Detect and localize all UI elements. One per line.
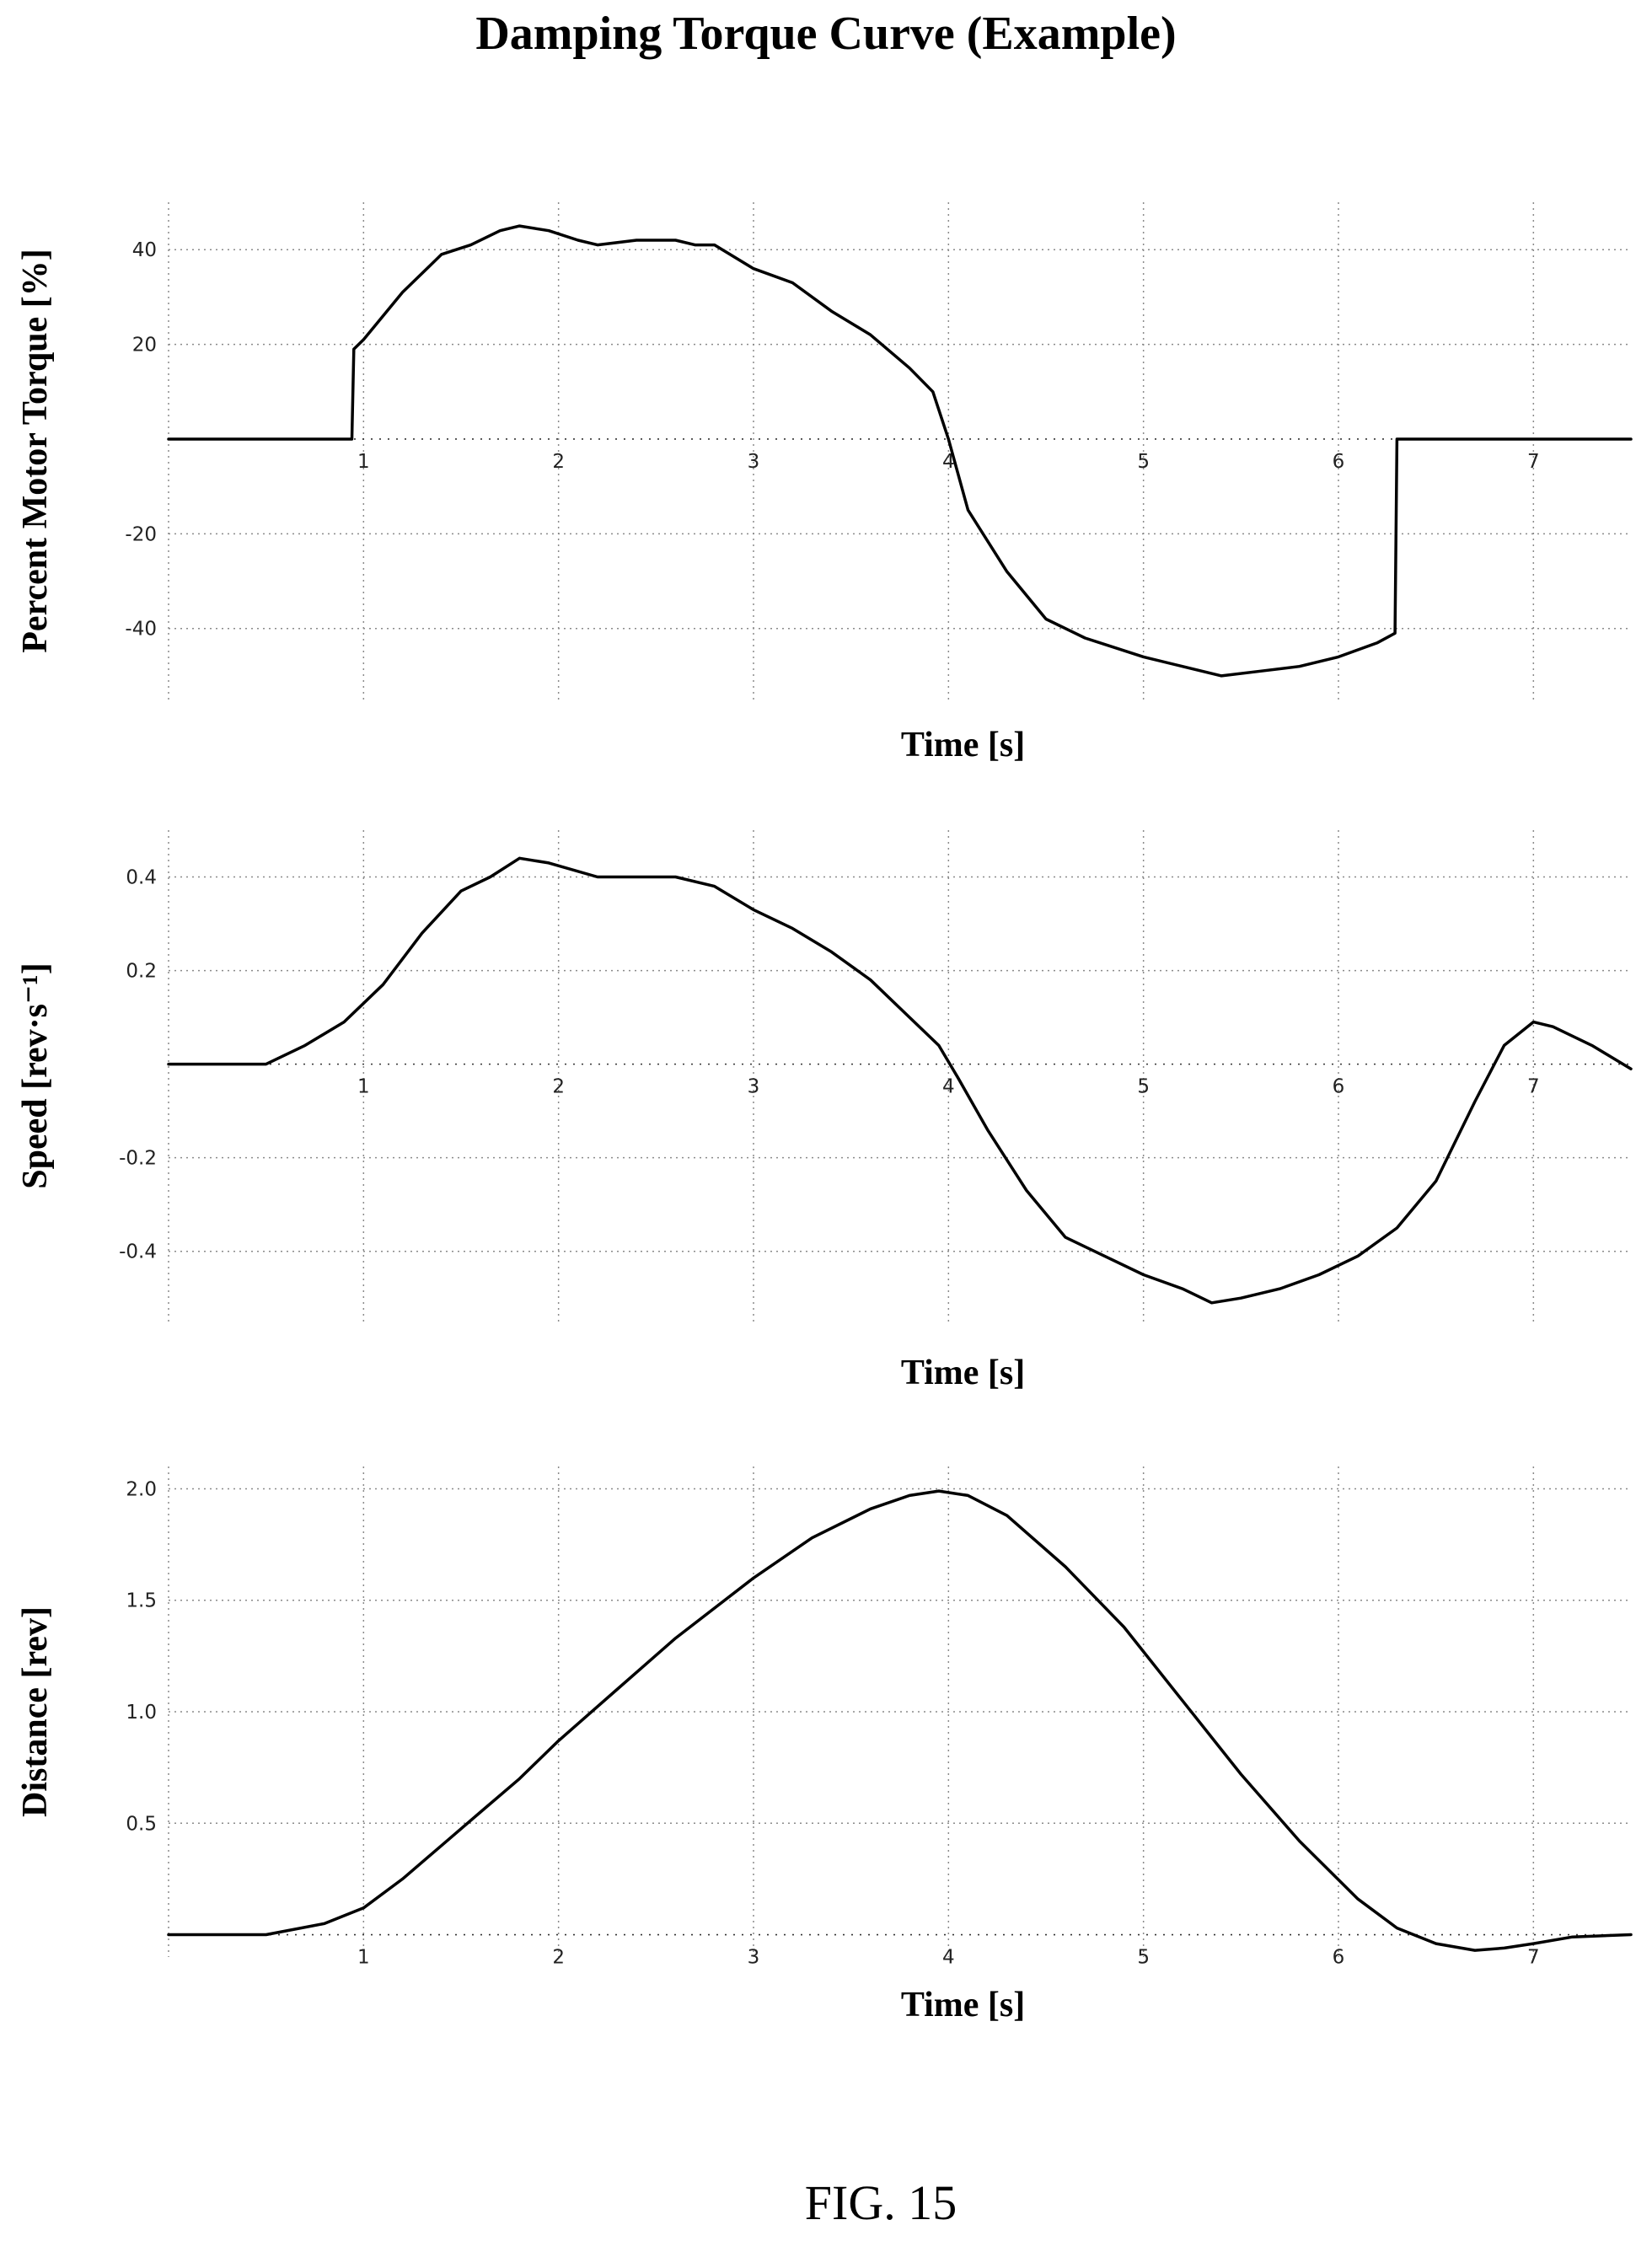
x-axis-label: Time [s] bbox=[901, 726, 1025, 764]
series-line-1 bbox=[167, 224, 1633, 678]
series-line-1 bbox=[167, 856, 1633, 1305]
y-tick-label: 2.0 bbox=[126, 1478, 157, 1500]
figure-title: Damping Torque Curve (Example) bbox=[475, 8, 1177, 60]
x-axis-label: Time [s] bbox=[901, 1354, 1025, 1392]
x-tick-label: 7 bbox=[1527, 1947, 1540, 1969]
x-tick-label: 2 bbox=[552, 1076, 565, 1098]
y-axis-label: Distance [rev] bbox=[16, 1606, 55, 1817]
y-tick-label: 40 bbox=[132, 239, 157, 261]
x-axis-label: Time [s] bbox=[901, 1986, 1025, 2024]
y-tick-label: 1.5 bbox=[126, 1590, 157, 1612]
x-tick-label: 3 bbox=[748, 451, 760, 473]
x-tick-label: 7 bbox=[1527, 451, 1540, 473]
x-tick-label: 4 bbox=[942, 1947, 955, 1969]
y-tick-label: -0.2 bbox=[119, 1148, 157, 1170]
x-tick-label: 2 bbox=[552, 1947, 565, 1969]
y-tick-label: 0.4 bbox=[126, 867, 157, 889]
y-tick-label: 20 bbox=[132, 335, 157, 357]
x-tick-label: 5 bbox=[1137, 1076, 1150, 1098]
x-tick-label: 3 bbox=[748, 1076, 760, 1098]
x-tick-label: 4 bbox=[942, 451, 955, 473]
y-tick-label: -40 bbox=[125, 619, 157, 641]
figure-caption: FIG. 15 bbox=[804, 2175, 957, 2230]
x-tick-label: 1 bbox=[357, 1947, 370, 1969]
y-axis-label: Speed [rev·s⁻¹] bbox=[16, 962, 55, 1188]
y-tick-label: 1.0 bbox=[126, 1702, 157, 1724]
chart-panel-2: 1 2 3 4 5 6 7 -0.4 -0.2 0.2 0.4 Time [s] Speed [rev·… bbox=[16, 830, 1633, 1392]
y-tick-label: 0.2 bbox=[126, 961, 157, 983]
x-tick-label: 1 bbox=[357, 1076, 370, 1098]
x-tick-label: 6 bbox=[1333, 451, 1345, 473]
chart-panel-1: 1 2 3 4 5 6 7 -40 -20 20 40 Time [s] Percent Motor T… bbox=[16, 202, 1633, 764]
y-tick-label: -0.4 bbox=[119, 1241, 157, 1263]
x-tick-label: 5 bbox=[1137, 451, 1150, 473]
x-tick-label: 4 bbox=[942, 1076, 955, 1098]
x-tick-label: 6 bbox=[1333, 1947, 1345, 1969]
x-tick-label: 2 bbox=[552, 451, 565, 473]
x-tick-label: 3 bbox=[748, 1947, 760, 1969]
x-tick-label: 7 bbox=[1527, 1076, 1540, 1098]
y-tick-label: -20 bbox=[125, 523, 157, 545]
y-axis-label: Percent Motor Torque [%] bbox=[16, 249, 55, 652]
x-tick-label: 6 bbox=[1333, 1076, 1345, 1098]
y-tick-label: 0.5 bbox=[126, 1813, 157, 1835]
series-line-1 bbox=[167, 1489, 1633, 1952]
x-tick-label: 5 bbox=[1137, 1947, 1150, 1969]
chart-panel-3: 1 2 3 4 5 6 7 0.5 1.0 1.5 2.0 Time [s] Distance [rev… bbox=[16, 1466, 1633, 2024]
x-tick-label: 1 bbox=[357, 451, 370, 473]
